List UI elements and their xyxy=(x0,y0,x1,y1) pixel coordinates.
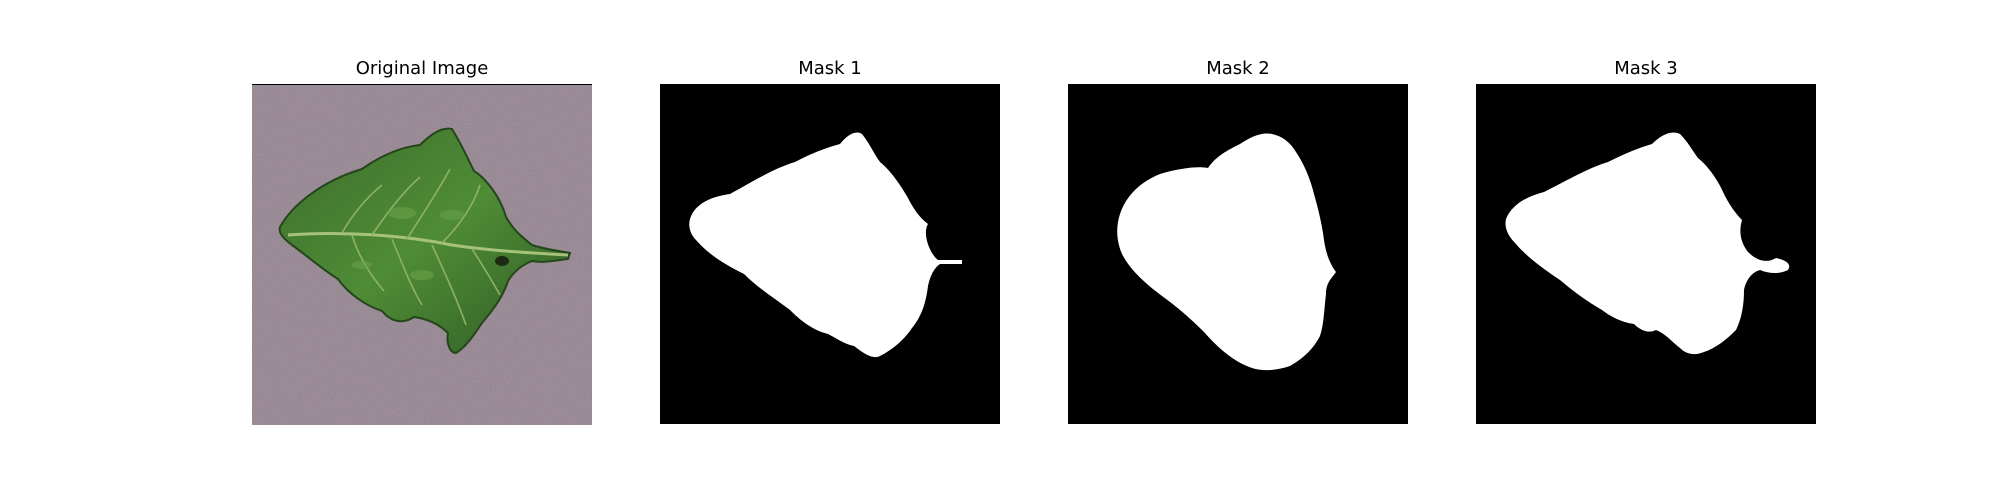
mask-3-canvas xyxy=(1476,84,1816,424)
mask-2-canvas xyxy=(1068,84,1408,424)
original-image xyxy=(252,84,592,425)
mask-1-canvas xyxy=(660,84,1000,424)
panel-title-mask-1: Mask 1 xyxy=(798,58,862,79)
leaf-midrib xyxy=(287,231,569,257)
panel-title-original: Original Image xyxy=(355,58,489,79)
mask-3-region xyxy=(1505,132,1790,355)
leaf-spot xyxy=(495,256,509,266)
mask-2-region xyxy=(1117,133,1336,371)
panel-title-mask-3: Mask 3 xyxy=(1614,58,1678,79)
leaf-veins xyxy=(341,168,501,326)
mask-3-image xyxy=(1476,84,1816,424)
leaf-photo xyxy=(252,85,592,425)
mask-1-image xyxy=(660,84,1000,424)
mask-1-region xyxy=(689,132,962,358)
panel-title-mask-2: Mask 2 xyxy=(1206,58,1270,79)
mask-2-image xyxy=(1068,84,1408,424)
